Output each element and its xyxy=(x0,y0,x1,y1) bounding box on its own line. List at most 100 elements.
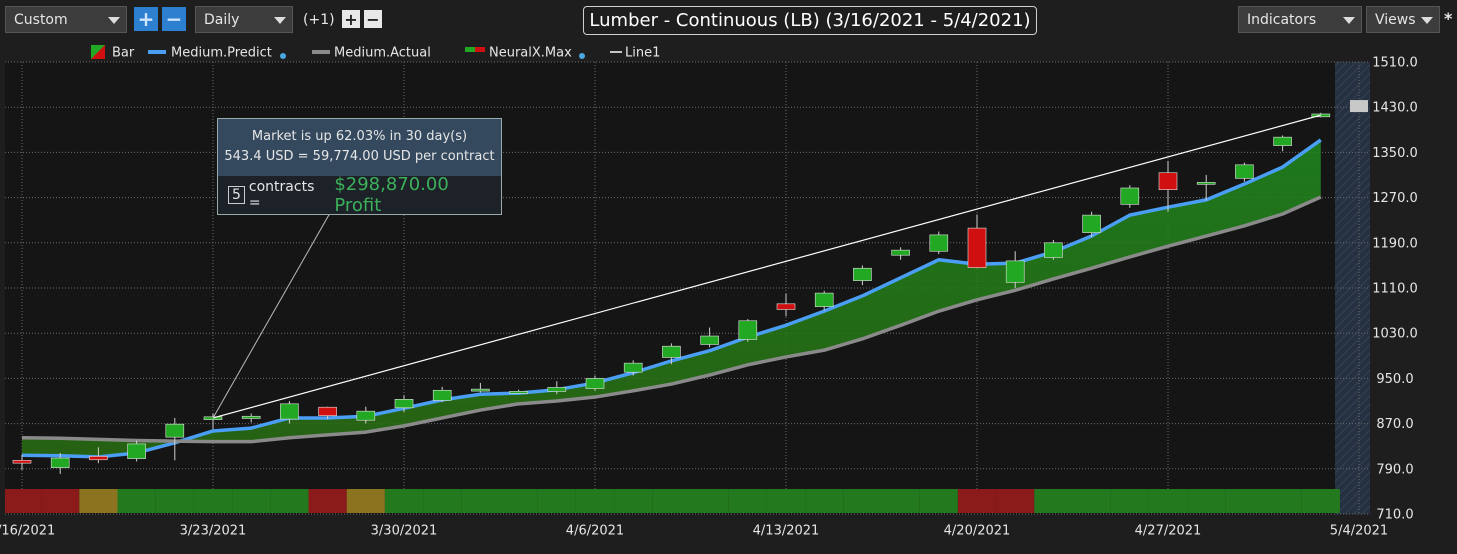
candle-body xyxy=(318,406,337,416)
candle-body xyxy=(356,410,376,421)
contracts-text: contracts = xyxy=(248,179,315,211)
candle-body xyxy=(776,303,796,310)
signal-cell xyxy=(1263,489,1302,513)
signal-cell xyxy=(881,489,920,513)
legend-label: Line1 xyxy=(625,46,660,61)
signal-cell xyxy=(461,489,500,513)
candle-body xyxy=(509,391,528,394)
candle-body xyxy=(12,460,32,464)
candle-body xyxy=(127,443,146,459)
candle-body xyxy=(1196,182,1216,185)
signal-cell xyxy=(1034,489,1073,513)
signal-cell xyxy=(1110,489,1149,513)
candle-body xyxy=(471,388,490,392)
tooltip: Market is up 62.03% in 30 day(s) 543.4 U… xyxy=(217,118,502,216)
signal-cell xyxy=(1187,489,1226,513)
x-tick-label: 3/16/2021 xyxy=(0,524,55,539)
signal-cell xyxy=(423,489,462,513)
x-tick-label: 4/27/2021 xyxy=(1135,524,1202,539)
candle-body xyxy=(89,456,108,461)
candle-body xyxy=(280,403,299,420)
legend-dot xyxy=(280,53,286,59)
y-tick-label: 950.0 xyxy=(1376,372,1413,387)
tooltip-line: Market is up 62.03% in 30 day(s) xyxy=(251,129,468,144)
y-tick-label: 1430.0 xyxy=(1372,101,1418,116)
legend-icon xyxy=(465,47,475,52)
indicators-dropdown[interactable]: Indicators xyxy=(1238,6,1362,33)
legend-label: NeuralX.Max xyxy=(489,46,572,61)
candle-body xyxy=(241,415,261,419)
star[interactable]: * xyxy=(1444,9,1453,28)
legend-dot xyxy=(579,53,585,59)
signal-cell xyxy=(193,489,233,513)
y-tick-label: 1190.0 xyxy=(1372,236,1418,251)
chart-title: Lumber - Continuous (LB) (3/16/2021 - 5/… xyxy=(583,6,1037,35)
y-tick-label: 1270.0 xyxy=(1372,191,1418,206)
candle-body xyxy=(1082,214,1101,233)
candle-body xyxy=(1120,187,1140,205)
x-tick-label: 4/13/2021 xyxy=(753,524,820,539)
legend: Bar Medium.Predict Medium.Actual NeuralX.Ma… xyxy=(91,45,660,61)
signal-cell xyxy=(957,489,997,513)
y-tick-label: 870.0 xyxy=(1376,417,1413,432)
signal-cell xyxy=(575,489,615,513)
candle-body xyxy=(394,399,414,409)
signal-cell xyxy=(1148,489,1188,513)
signal-cell xyxy=(346,489,385,513)
x-tick-label: 4/6/2021 xyxy=(566,524,624,539)
zoom-out-button[interactable]: − xyxy=(162,7,186,31)
signal-cell xyxy=(996,489,1035,513)
signal-cell xyxy=(5,489,42,513)
views-dropdown[interactable]: Views xyxy=(1366,6,1440,33)
signal-cell xyxy=(690,489,729,513)
x-tick-label: 4/20/2021 xyxy=(944,524,1011,539)
candle-body xyxy=(891,249,910,256)
signal-cell xyxy=(1225,489,1264,513)
candle-body xyxy=(547,387,567,392)
candle-body xyxy=(585,378,605,389)
forecast-marker xyxy=(1350,100,1368,113)
signal-cell xyxy=(614,489,653,513)
signal-cell xyxy=(652,489,691,513)
zoom-in-button[interactable]: + xyxy=(134,7,158,31)
legend-label: Bar xyxy=(112,46,135,61)
offset-plus[interactable]: + xyxy=(342,10,360,29)
offset-label: (+1) xyxy=(303,12,335,28)
x-tick-label: 5/4/2021 xyxy=(1330,524,1388,539)
candle-body xyxy=(662,345,681,358)
y-tick-label: 1510.0 xyxy=(1372,56,1418,71)
signal-cell xyxy=(499,489,538,513)
offset-minus[interactable]: − xyxy=(364,10,382,29)
signal-cell xyxy=(79,489,118,513)
candle-body xyxy=(165,423,185,438)
candle-body xyxy=(623,362,643,373)
signal-cell xyxy=(384,489,424,513)
candle-body xyxy=(203,416,223,420)
candle-body xyxy=(967,227,987,268)
contracts-input[interactable]: 5 xyxy=(228,186,245,204)
legend-icon xyxy=(91,45,105,59)
signal-cell xyxy=(1301,489,1340,513)
interval-dropdown[interactable]: Daily xyxy=(195,6,293,33)
y-tick-label: 710.0 xyxy=(1376,508,1413,523)
candle-body xyxy=(738,320,758,340)
candle-body xyxy=(1044,242,1063,258)
y-tick-label: 790.0 xyxy=(1376,462,1413,477)
x-tick-label: 3/23/2021 xyxy=(180,524,247,539)
signal-cell xyxy=(232,489,271,513)
candle-body xyxy=(700,335,719,345)
candle-body xyxy=(50,457,70,468)
signal-cell xyxy=(270,489,309,513)
legend-icon xyxy=(475,47,485,52)
signal-cell xyxy=(308,489,347,513)
y-tick-label: 1030.0 xyxy=(1372,327,1418,342)
legend-label: Medium.Actual xyxy=(334,46,431,61)
y-tick-label: 1110.0 xyxy=(1372,282,1418,297)
candle-body xyxy=(1005,260,1025,283)
signal-cell xyxy=(117,489,156,513)
signal-cell xyxy=(805,489,844,513)
series-line xyxy=(21,195,1322,444)
template-dropdown[interactable]: Custom xyxy=(5,6,127,33)
